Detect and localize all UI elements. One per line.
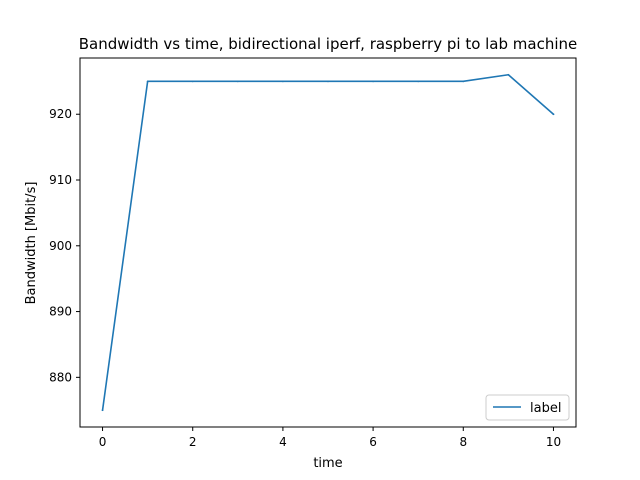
y-axis-ticks: 880 890 900 910 920 <box>49 107 80 384</box>
x-axis-ticks: 0 2 4 6 8 10 <box>99 427 561 449</box>
series-point-0-9 <box>507 73 510 76</box>
plot-area <box>80 58 576 427</box>
x-tick-label-0: 0 <box>99 435 107 449</box>
series-layer <box>101 73 555 412</box>
y-tick-label-0: 880 <box>49 370 72 384</box>
series-point-0-7 <box>417 80 420 83</box>
legend-box <box>485 394 570 421</box>
series-point-0-4 <box>282 80 284 83</box>
x-tick-label-1: 2 <box>189 435 197 449</box>
series-point-0-6 <box>372 80 374 83</box>
y-tick-label-4: 920 <box>49 107 72 121</box>
series-point-0-0 <box>101 409 104 412</box>
series-point-0-1 <box>146 80 149 83</box>
x-tick-label-2: 4 <box>279 435 287 449</box>
plot-frame <box>79 57 577 428</box>
y-tick-label-2: 900 <box>49 239 72 253</box>
y-axis-label: Bandwidth [Mbit/s] <box>24 182 39 305</box>
series-point-0-10 <box>552 113 555 116</box>
x-tick-label-5: 10 <box>546 435 561 449</box>
series-point-0-8 <box>462 80 465 83</box>
y-tick-label-3: 910 <box>49 173 72 187</box>
series-point-0-5 <box>327 80 329 83</box>
legend: label <box>485 394 570 421</box>
x-axis-label: time <box>313 456 342 471</box>
series-point-0-2 <box>191 80 194 83</box>
y-tick-label-1: 890 <box>49 305 72 319</box>
legend-label: label <box>530 401 561 416</box>
x-tick-label-3: 6 <box>369 435 377 449</box>
chart-title: Bandwidth vs time, bidirectional iperf, … <box>79 35 578 53</box>
series-point-0-3 <box>236 80 239 83</box>
x-tick-label-4: 8 <box>459 435 467 449</box>
